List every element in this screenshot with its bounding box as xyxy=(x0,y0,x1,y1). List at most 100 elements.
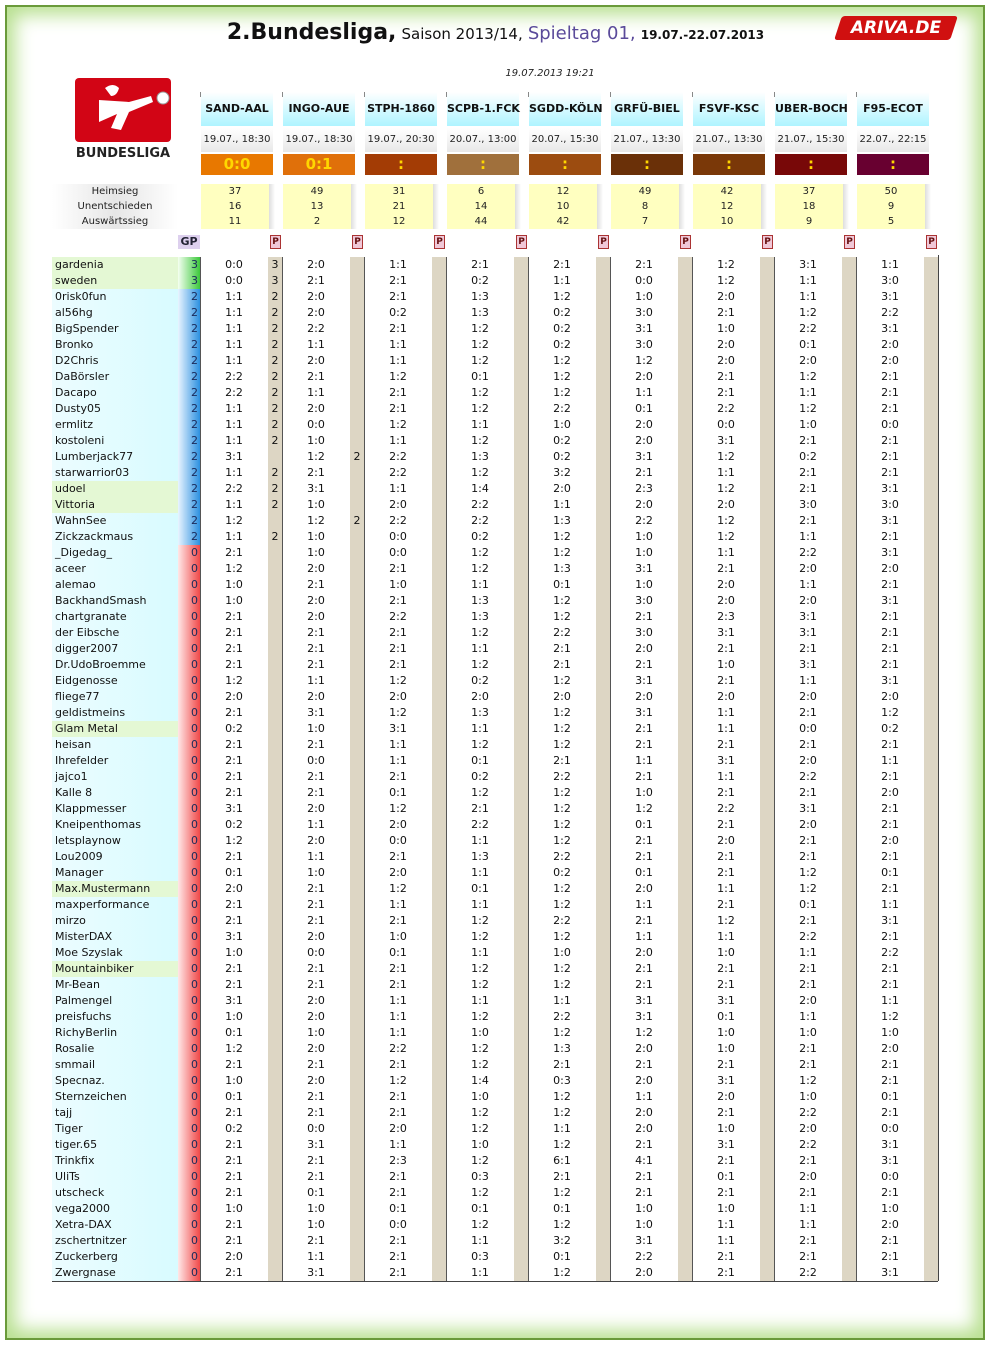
tip: 3:0 xyxy=(635,338,653,351)
tip: 2:2 xyxy=(389,450,407,463)
tip: 3:1 xyxy=(881,1138,899,1151)
tip: 3:1 xyxy=(717,626,735,639)
match-name: FSVF-KSC xyxy=(693,92,765,126)
tip: 0:2 xyxy=(389,306,407,319)
game-points: 0 xyxy=(178,929,200,945)
match-stat: 44 xyxy=(447,214,515,229)
tip: 1:2 xyxy=(389,1074,407,1087)
tip: 0:1 xyxy=(553,1202,571,1215)
game-points: 0 xyxy=(178,817,200,833)
season: Saison 2013/14, xyxy=(401,25,523,43)
tip: 2:1 xyxy=(389,562,407,575)
tip: 1:1 xyxy=(307,674,325,687)
match-points: 2 xyxy=(271,434,279,447)
tip: 2:1 xyxy=(307,642,325,655)
player-name: Palmengel xyxy=(52,993,178,1009)
tip: 2:0 xyxy=(225,690,243,703)
tip: 0:2 xyxy=(225,722,243,735)
tip: 1:1 xyxy=(799,290,817,303)
game-points: 0 xyxy=(178,1169,200,1185)
game-points: 0 xyxy=(178,1185,200,1201)
tip: 1:4 xyxy=(471,482,489,495)
tip: 3:2 xyxy=(553,466,571,479)
tip: 2:1 xyxy=(225,786,243,799)
player-name: WahnSee xyxy=(52,513,178,529)
tip: 0:2 xyxy=(553,434,571,447)
tip: 3:1 xyxy=(881,290,899,303)
tip: 2:1 xyxy=(635,658,653,671)
tip: 2:1 xyxy=(389,1186,407,1199)
player-name: Bronko xyxy=(52,337,178,353)
p-header: P xyxy=(926,235,937,249)
match-name: SCPB-1.FCK xyxy=(447,92,520,126)
tip: 2:0 xyxy=(635,946,653,959)
column-line xyxy=(282,92,283,97)
tip: 2:1 xyxy=(307,1234,325,1247)
player-name: UliTs xyxy=(52,1169,178,1185)
tip: 1:2 xyxy=(553,802,571,815)
game-points: 0 xyxy=(178,913,200,929)
tip: 0:0 xyxy=(635,274,653,287)
match-stat: 42 xyxy=(693,184,761,199)
tip: 1:1 xyxy=(799,530,817,543)
tip: 2:1 xyxy=(881,466,899,479)
player-name: Kalle 8 xyxy=(52,785,178,801)
game-points: 0 xyxy=(178,1121,200,1137)
tip: 2:1 xyxy=(881,610,899,623)
tip: 3:1 xyxy=(881,1154,899,1167)
tip: 3:1 xyxy=(799,258,817,271)
tip: 2:1 xyxy=(471,258,489,271)
tip: 1:1 xyxy=(307,1250,325,1263)
match-stat: 9 xyxy=(857,199,925,214)
tip: 1:2 xyxy=(471,354,489,367)
p-header: P xyxy=(598,235,609,249)
tip: 1:2 xyxy=(471,434,489,447)
match-points: 2 xyxy=(271,322,279,335)
player-name: smmail xyxy=(52,1057,178,1073)
tip: 2:0 xyxy=(635,690,653,703)
match-name: F95-ECOT xyxy=(857,92,929,126)
player-name: Kneipenthomas xyxy=(52,817,178,833)
tip: 2:0 xyxy=(717,498,735,511)
tip: 0:0 xyxy=(307,1122,325,1135)
player-name: zschertnitzer xyxy=(52,1233,178,1249)
tip: 2:1 xyxy=(389,1266,407,1279)
tip: 2:1 xyxy=(717,898,735,911)
player-name: _Digedag_ xyxy=(52,545,178,561)
tip: 3:1 xyxy=(307,706,325,719)
tip: 2:0 xyxy=(389,866,407,879)
player-name: 0risk0fun xyxy=(52,289,178,305)
tip: 0:1 xyxy=(471,882,489,895)
game-points: 0 xyxy=(178,1153,200,1169)
tip: 2:0 xyxy=(717,690,735,703)
tip: 2:1 xyxy=(881,850,899,863)
tip: 2:2 xyxy=(799,930,817,943)
match-score: 0:0 xyxy=(201,154,273,175)
tip: 2:1 xyxy=(635,610,653,623)
tip: 2:1 xyxy=(225,658,243,671)
tip: 1:1 xyxy=(389,258,407,271)
tip: 0:1 xyxy=(225,1090,243,1103)
tip: 0:2 xyxy=(799,450,817,463)
match-score: 0:1 xyxy=(283,154,355,175)
game-points: 2 xyxy=(178,417,200,433)
tip: 2:1 xyxy=(307,1154,325,1167)
match-score: : xyxy=(775,154,847,175)
player-name: kostoleni xyxy=(52,433,178,449)
stat-shadow xyxy=(351,184,357,229)
tip: 2:0 xyxy=(717,834,735,847)
tip: 2:1 xyxy=(635,1170,653,1183)
tip: 2:0 xyxy=(307,1010,325,1023)
brand: ARIVA.DE xyxy=(850,18,942,38)
tip: 3:1 xyxy=(881,914,899,927)
tip: 2:2 xyxy=(225,386,243,399)
game-points: 2 xyxy=(178,353,200,369)
tip: 1:2 xyxy=(553,530,571,543)
tip: 2:0 xyxy=(799,594,817,607)
tip: 2:1 xyxy=(717,786,735,799)
p-header: P xyxy=(844,235,855,249)
tip: 2:1 xyxy=(799,738,817,751)
game-points: 0 xyxy=(178,801,200,817)
game-points: 0 xyxy=(178,785,200,801)
player-name: Rosalie xyxy=(52,1041,178,1057)
